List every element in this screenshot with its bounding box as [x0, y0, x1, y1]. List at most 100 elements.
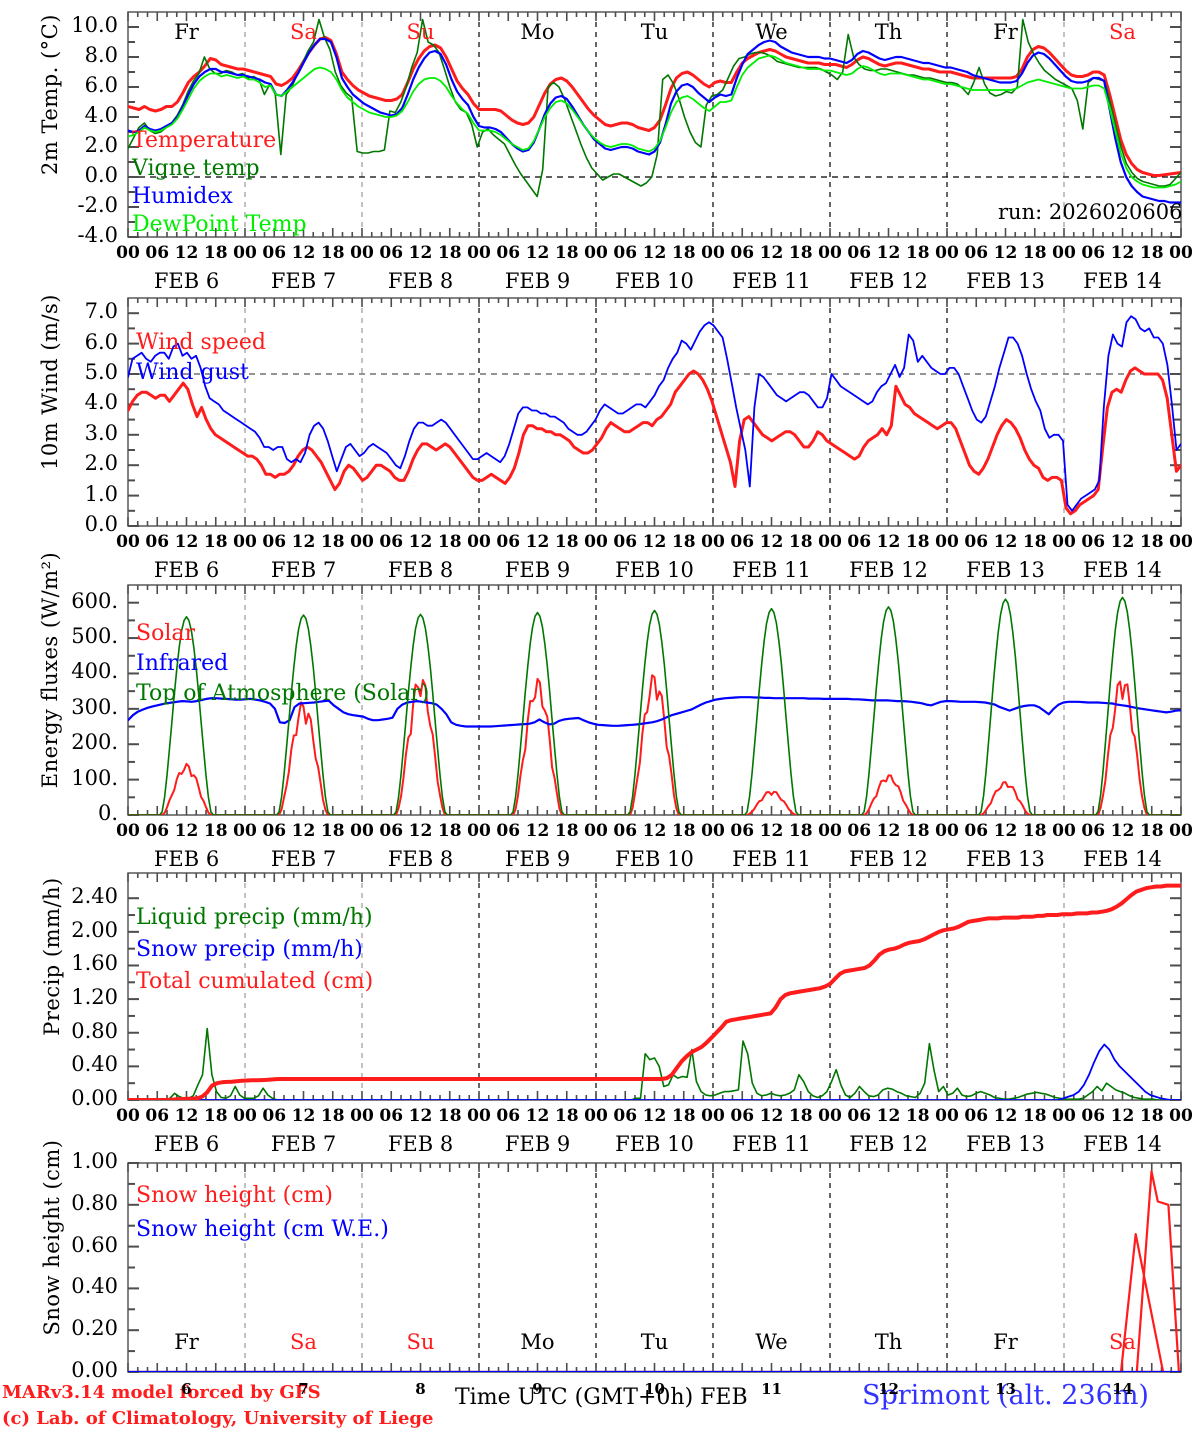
- xtick-hour: 00: [116, 821, 140, 841]
- xtick-hour: 06: [730, 821, 755, 841]
- xtick-daynumber: 11: [761, 1380, 782, 1398]
- xtick-hour: 00: [701, 243, 725, 263]
- xtick-hour: 18: [1022, 821, 1047, 841]
- ytick-label: 2.40: [71, 884, 118, 909]
- legend-item-energy_fluxes: Solar: [136, 621, 195, 646]
- xtick-hour: 12: [642, 243, 667, 263]
- xtick-date: FEB 14: [1083, 847, 1162, 871]
- xtick-hour: 00: [818, 821, 842, 841]
- xtick-hour: 00: [701, 1106, 725, 1126]
- ytick-label: 0.0: [84, 163, 118, 187]
- weekday-label-top: Mo: [520, 20, 555, 44]
- xtick-daynumber: 13: [995, 1380, 1016, 1398]
- ytick-label: 7.0: [84, 299, 118, 324]
- xtick-hour: 06: [262, 821, 287, 841]
- legend-item-energy_fluxes: Infrared: [136, 651, 229, 676]
- weekday-label-top: We: [755, 20, 788, 44]
- weekday-label-bottom: Tu: [640, 1330, 669, 1354]
- ytick-label: 0.60: [71, 1232, 118, 1257]
- xtick-date: FEB 8: [387, 847, 454, 871]
- weekday-label-top: Sa: [290, 20, 317, 44]
- xtick-hour: 00: [1169, 821, 1193, 841]
- xtick-hour: 00: [116, 1106, 140, 1126]
- ytick-label: 0.40: [71, 1274, 118, 1299]
- xtick-hour: 18: [671, 1106, 696, 1126]
- weekday-label-top: Fr: [993, 20, 1018, 44]
- xtick-hour: 00: [818, 1106, 842, 1126]
- xtick-date: FEB 9: [504, 847, 571, 871]
- xtick-hour: 12: [642, 532, 667, 552]
- xtick-hour: 06: [613, 1106, 638, 1126]
- xtick-hour: 18: [671, 532, 696, 552]
- run-label: run: 2026020606: [998, 200, 1183, 224]
- xtick-hour: 00: [467, 532, 491, 552]
- ytick-label: 5.0: [84, 360, 118, 384]
- ytick-label: 0.00: [71, 1086, 118, 1110]
- xtick-hour: 18: [320, 1106, 345, 1126]
- xtick-hour: 12: [291, 532, 316, 552]
- ytick-label: 1.60: [71, 951, 118, 976]
- legend-item-snow_height: Snow height (cm W.E.): [136, 1217, 389, 1242]
- legend-item-temperature: Vigne temp: [132, 156, 260, 181]
- xtick-daynumber: 10: [644, 1380, 665, 1398]
- xtick-hour: 12: [993, 243, 1018, 263]
- xtick-hour: 00: [467, 1106, 491, 1126]
- xtick-hour: 00: [935, 532, 959, 552]
- ytick-label: 100.: [71, 765, 118, 790]
- xtick-date: FEB 7: [270, 1132, 337, 1156]
- ytick-label: 2.0: [84, 451, 118, 476]
- xtick-date: FEB 14: [1083, 558, 1162, 582]
- xtick-hour: 12: [408, 821, 433, 841]
- xtick-hour: 18: [905, 243, 930, 263]
- xtick-hour: 00: [350, 532, 374, 552]
- xtick-hour: 00: [467, 821, 491, 841]
- xtick-date: FEB 10: [615, 269, 694, 293]
- xtick-hour: 00: [935, 243, 959, 263]
- xtick-hour: 12: [1110, 1106, 1135, 1126]
- xtick-hour: 18: [203, 1106, 228, 1126]
- xtick-date: FEB 6: [153, 847, 220, 871]
- xtick-hour: 18: [671, 821, 696, 841]
- xtick-hour: 12: [759, 243, 784, 263]
- xtick-hour: 18: [437, 821, 462, 841]
- xtick-hour: 18: [671, 243, 696, 263]
- xtick-date: FEB 14: [1083, 1132, 1162, 1156]
- xtick-hour: 06: [379, 243, 404, 263]
- xtick-hour: 00: [701, 532, 725, 552]
- xtick-hour: 06: [1081, 1106, 1106, 1126]
- xtick-hour: 06: [379, 821, 404, 841]
- xtick-hour: 06: [613, 821, 638, 841]
- xtick-hour: 06: [496, 532, 521, 552]
- xtick-hour: 12: [876, 1106, 901, 1126]
- ytick-label: 4.0: [84, 390, 118, 415]
- ytick-label: 0.0: [84, 512, 118, 536]
- xtick-hour: 12: [1110, 532, 1135, 552]
- xtick-date: FEB 6: [153, 269, 220, 293]
- xtick-hour: 06: [613, 532, 638, 552]
- xtick-hour: 12: [876, 243, 901, 263]
- xtick-hour: 12: [408, 532, 433, 552]
- xtick-hour: 06: [613, 243, 638, 263]
- xtick-hour: 00: [1169, 532, 1193, 552]
- ytick-label: 0.80: [71, 1190, 118, 1215]
- weekday-label-top: Th: [874, 20, 903, 44]
- xtick-hour: 00: [584, 1106, 608, 1126]
- ytick-label: 600.: [71, 588, 118, 613]
- xtick-date: FEB 14: [1083, 269, 1162, 293]
- weekday-label-bottom: Sa: [290, 1330, 317, 1354]
- ytick-label: 0.: [97, 801, 118, 825]
- xtick-hour: 06: [379, 1106, 404, 1126]
- xtick-hour: 00: [584, 821, 608, 841]
- xtick-hour: 00: [818, 243, 842, 263]
- xtick-date: FEB 6: [153, 558, 220, 582]
- xtick-hour: 12: [525, 1106, 550, 1126]
- xtick-hour: 00: [233, 1106, 257, 1126]
- legend-item-precip: Total cumulated (cm): [136, 969, 374, 994]
- xtick-hour: 06: [496, 821, 521, 841]
- xtick-hour: 18: [203, 532, 228, 552]
- weekday-label-top: Fr: [174, 20, 199, 44]
- xtick-hour: 00: [467, 243, 491, 263]
- xtick-hour: 12: [993, 821, 1018, 841]
- weekday-label-bottom: We: [755, 1330, 788, 1354]
- xtick-hour: 06: [730, 1106, 755, 1126]
